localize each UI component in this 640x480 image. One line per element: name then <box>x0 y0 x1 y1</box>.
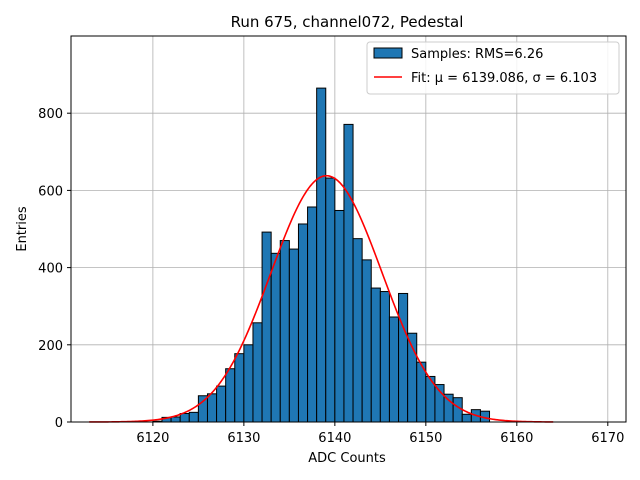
histogram-bar <box>234 353 245 423</box>
histogram-bar <box>316 87 327 423</box>
x-tick-label: 6170 <box>591 431 624 446</box>
x-tick-label: 6140 <box>318 431 351 446</box>
histogram-bar <box>188 411 199 423</box>
histogram-bar <box>270 252 281 423</box>
histogram-bar <box>388 316 400 423</box>
legend-label-samples: Samples: RMS=6.26 <box>411 47 543 62</box>
histogram-bar <box>206 393 218 423</box>
y-tick-label: 800 <box>38 107 63 122</box>
histogram-bar <box>179 413 190 423</box>
x-axis-label: ADC Counts <box>308 451 386 466</box>
histogram-bar <box>379 291 390 423</box>
histogram-bar <box>252 322 263 423</box>
y-tick-label: 200 <box>38 339 63 354</box>
histogram-bar <box>243 344 254 423</box>
y-axis-ticks: 0 200 400 600 800 <box>38 107 71 431</box>
x-tick-label: 6120 <box>136 431 169 446</box>
histogram-bar <box>325 177 336 423</box>
y-tick-label: 400 <box>38 262 63 277</box>
histogram-bar <box>261 231 272 423</box>
legend: Samples: RMS=6.26 Fit: μ = 6139.086, σ =… <box>366 41 620 95</box>
histogram-bar <box>361 259 372 423</box>
histogram-bar <box>370 287 381 423</box>
x-axis-ticks: 6120 6130 6140 6150 6160 6170 <box>136 422 624 446</box>
legend-box <box>366 41 620 95</box>
histogram-bar <box>352 238 363 423</box>
histogram-bar <box>452 397 463 423</box>
histogram-bar <box>443 393 454 423</box>
histogram-bar <box>216 385 227 423</box>
y-axis-label: Entries <box>15 206 30 252</box>
plot-frame <box>70 35 627 423</box>
x-tick-label: 6150 <box>409 431 442 446</box>
histogram-bar <box>170 416 181 423</box>
legend-swatch-samples <box>373 47 403 59</box>
histogram-bar <box>297 223 309 423</box>
y-tick-label: 0 <box>55 416 63 431</box>
histogram-bar <box>461 413 472 423</box>
x-tick-label: 6130 <box>227 431 260 446</box>
histogram-bar <box>288 248 299 423</box>
histogram-bar <box>197 395 208 423</box>
histogram-bar <box>334 209 345 423</box>
histogram-bar <box>279 240 290 423</box>
histogram-bar <box>307 206 318 423</box>
legend-label-fit: Fit: μ = 6139.086, σ = 6.103 <box>411 71 597 86</box>
histogram-bar <box>225 368 236 423</box>
y-tick-label: 600 <box>38 184 63 199</box>
x-tick-label: 6160 <box>500 431 533 446</box>
histogram-bar <box>398 292 409 423</box>
chart-title: Run 675, channel072, Pedestal <box>231 13 464 31</box>
fit-curve <box>89 174 554 423</box>
histogram-bar <box>343 123 354 423</box>
